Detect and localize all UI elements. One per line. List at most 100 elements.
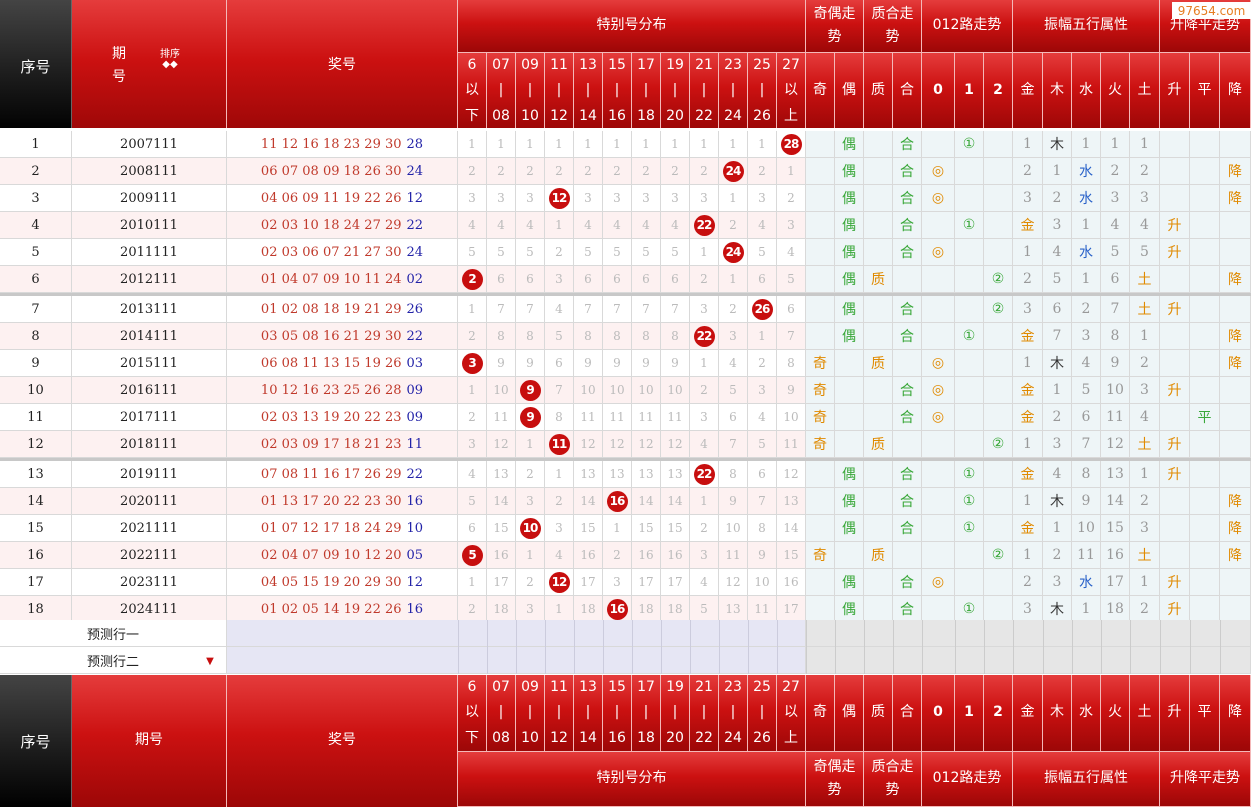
bucket-cell: 10 [632, 377, 661, 404]
bucket-cell: 11 [487, 404, 516, 431]
attr-cell: 2 [1013, 266, 1043, 293]
row-prize: 01 07 12 17 18 24 29 10 [227, 515, 458, 542]
bucket-cell: 3 [748, 377, 777, 404]
attr-cell: 15 [1101, 515, 1130, 542]
attr-cell: 3 [1013, 185, 1043, 212]
bucket-cell: 6 [777, 296, 806, 323]
bucket-cell: 3 [603, 185, 632, 212]
bucket-cell-hit: 22 [690, 212, 719, 239]
attr-cell: 升 [1160, 569, 1190, 596]
row-prize: 02 04 07 09 10 12 20 05 [227, 542, 458, 569]
sort-arrows-icon[interactable]: ◆◆ [162, 59, 178, 70]
attr-cell [806, 488, 835, 515]
attr-cell [1160, 515, 1190, 542]
bucket-cell: 6 [603, 266, 632, 293]
attr-cell: ① [955, 212, 984, 239]
prize-numbers: 04 06 09 11 19 22 26 [260, 190, 402, 206]
bucket-header: 25 | 26 [748, 675, 777, 752]
attr-cell [864, 158, 893, 185]
predict-grid-line [1160, 647, 1161, 674]
bucket-cell: 1 [690, 350, 719, 377]
attr-cell: 13 [1101, 461, 1130, 488]
attr-cell [1190, 296, 1220, 323]
bucket-header: 19 | 20 [661, 53, 690, 130]
bucket-header: 09 | 10 [516, 675, 545, 752]
bucket-cell: 1 [458, 569, 487, 596]
attr-cell: 金 [1013, 461, 1043, 488]
row-period: 2017111 [72, 404, 227, 431]
attr-cell: 1 [1013, 488, 1043, 515]
row-period: 2013111 [72, 296, 227, 323]
predict-grid-line [1190, 620, 1191, 647]
predict-attr-row[interactable] [806, 620, 1251, 647]
bucket-cell: 8 [574, 323, 603, 350]
bucket-cell: 2 [690, 377, 719, 404]
attr-cell: 1 [1013, 542, 1043, 569]
attr-cell: 2 [1130, 350, 1160, 377]
attr-cell [984, 515, 1013, 542]
attr-cell [864, 323, 893, 350]
row-period: 2016111 [72, 377, 227, 404]
attr-cell: 偶 [835, 158, 864, 185]
bucket-cell: 5 [661, 239, 690, 266]
predict-grid-line [835, 620, 836, 647]
row-seq: 13 [0, 461, 72, 488]
bucket-cell: 1 [661, 131, 690, 158]
attr-cell [1190, 431, 1220, 458]
attr-cell: 质 [864, 266, 893, 293]
attr-cell [984, 404, 1013, 431]
predict-arrow-icon[interactable]: ▼ [206, 655, 214, 667]
bucket-cell: 2 [748, 158, 777, 185]
attr-cell [984, 131, 1013, 158]
predict-grid-line [458, 620, 459, 647]
bucket-cell: 11 [748, 596, 777, 623]
primecomp-header: 质合走势 [864, 752, 922, 807]
sort-control[interactable]: 排序 ◆◆ [150, 40, 190, 80]
attr-cell [806, 323, 835, 350]
predict-grid-line [777, 647, 778, 674]
bucket-cell: 3 [545, 266, 574, 293]
bucket-cell-hit: 22 [690, 323, 719, 350]
attr-cell [984, 377, 1013, 404]
attr-cell: 17 [1101, 569, 1130, 596]
attr-cell: 3 [1101, 185, 1130, 212]
sort-label[interactable]: 排序 [160, 49, 180, 60]
bucket-cell: 15 [574, 515, 603, 542]
sub-header: 金 [1013, 53, 1043, 130]
predict-grid-line [984, 620, 985, 647]
group-separator [0, 458, 1251, 461]
attr-cell: ◎ [922, 569, 955, 596]
bucket-header: 6 以 下 [458, 53, 487, 130]
bucket-cell: 14 [632, 488, 661, 515]
predict-grid-line [835, 647, 836, 674]
attr-cell: 1 [1013, 131, 1043, 158]
predict-grid-line [661, 647, 662, 674]
attr-cell: 偶 [835, 185, 864, 212]
predict-grid-line [1013, 620, 1014, 647]
bucket-cell: 16 [487, 542, 516, 569]
predict-attr-row[interactable] [806, 647, 1251, 674]
special-number: 02 [406, 271, 424, 287]
bucket-cell: 4 [748, 212, 777, 239]
bucket-cell: 17 [574, 569, 603, 596]
period-header[interactable]: 期号 [72, 675, 227, 807]
attr-cell: 奇 [806, 404, 835, 431]
attr-cell [864, 461, 893, 488]
bucket-cell: 15 [632, 515, 661, 542]
attr-cell: 合 [893, 488, 922, 515]
attr-cell: 奇 [806, 542, 835, 569]
period-header[interactable]: 期 号 [72, 0, 227, 133]
attr-cell: 4 [1130, 212, 1160, 239]
bucket-cell: 4 [690, 431, 719, 458]
bucket-cell: 9 [487, 350, 516, 377]
attr-cell [984, 239, 1013, 266]
bucket-cell: 15 [487, 515, 516, 542]
attr-cell [864, 377, 893, 404]
attr-cell [1190, 377, 1220, 404]
special-number: 10 [406, 520, 424, 536]
attr-cell [1190, 266, 1220, 293]
bucket-cell: 1 [777, 158, 806, 185]
sub-header: 土 [1130, 53, 1160, 130]
attr-cell [1190, 185, 1220, 212]
bucket-cell: 13 [603, 461, 632, 488]
